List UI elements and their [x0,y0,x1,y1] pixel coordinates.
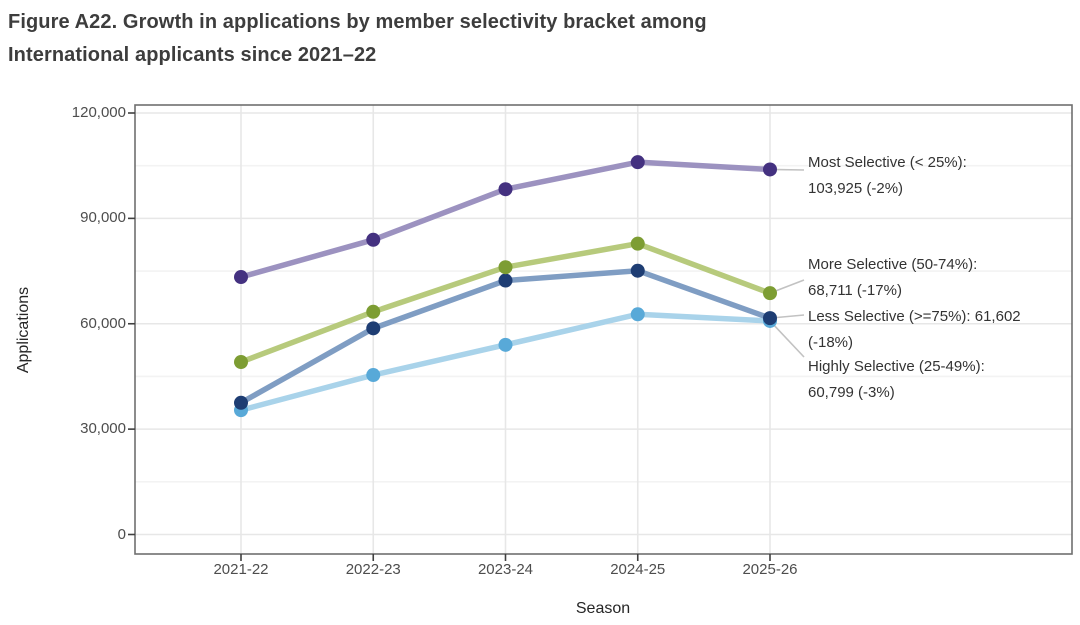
highly-selective-label-line: 60,799 (-3%) [808,384,895,401]
data-point-marker [366,368,381,383]
data-point-marker [366,232,381,247]
x-axis-title: Season [575,600,631,617]
figure-title: Figure A22. Growth in applications by me… [8,6,707,72]
y-tick-label: 0 [117,525,126,543]
panel-border [134,104,1073,555]
data-point-marker [763,162,777,177]
x-tick-label: 2025-26 [742,561,798,578]
figure-title-line1: Figure A22. Growth in applications by me… [8,11,707,33]
y-tick-label: 30,000 [80,420,126,438]
data-point-marker [763,311,777,326]
less-selective-label: Less Selective (>=75%): 61,602 (-18%) [808,304,1080,356]
data-point-marker [498,273,513,288]
x-tick-label: 2022-23 [345,561,401,578]
data-point-marker [763,286,777,301]
y-tick-label: 60,000 [80,314,126,332]
data-point-marker [234,395,248,410]
data-point-marker [498,182,513,197]
x-tick-label: 2024-25 [610,561,666,578]
data-point-marker [366,321,381,336]
data-point-marker [234,355,248,370]
most-selective-label-line: Most Selective (< 25%): [808,154,967,171]
data-point-marker [498,337,513,352]
more-selective-label-line: More Selective (50-74%): [808,256,978,273]
more-selective-label: More Selective (50-74%): 68,711 (-17%) [808,252,1080,304]
data-point-marker [366,304,381,319]
more-selective-label-line: 68,711 (-17%) [808,282,902,299]
less-selective-label-line: (-18%) [808,334,854,351]
less-selective-label-line: Less Selective (>=75%): 61,602 [808,308,1021,325]
data-point-marker [630,307,645,322]
data-point-marker [630,263,645,278]
most-selective-label-line: 103,925 (-2%) [808,180,904,197]
y-axis-title: Applications [15,286,32,374]
data-point-marker [498,260,513,275]
y-tick-label: 120,000 [71,104,126,121]
data-point-marker [234,270,248,285]
x-tick-label: 2021-22 [213,561,269,578]
data-point-marker [630,236,645,251]
most-selective-label: Most Selective (< 25%): 103,925 (-2%) [808,150,1080,202]
y-tick-label: 90,000 [80,209,126,227]
highly-selective-label-line: Highly Selective (25-49%): [808,358,985,375]
x-tick-label: 2023-24 [477,561,534,578]
leader-line-highly-selective-label [769,320,805,358]
data-point-marker [630,155,645,170]
figure-title-line2: International applicants since 2021–22 [8,44,377,66]
highly-selective-label: Highly Selective (25-49%): 60,799 (-3%) [808,354,1080,406]
